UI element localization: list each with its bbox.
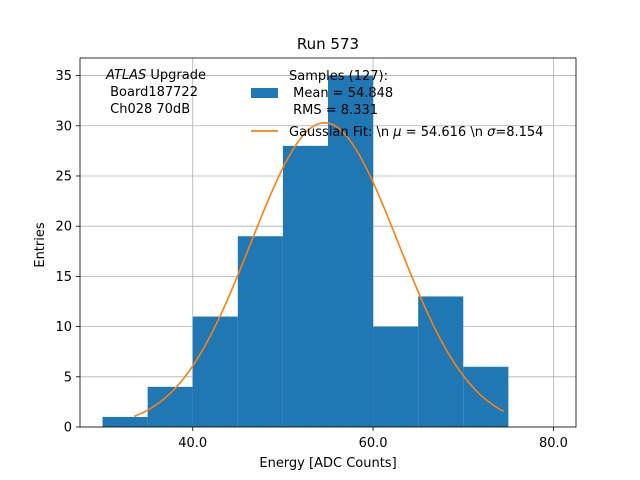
x-tick-label-1: 60.0 xyxy=(359,436,388,451)
y-tick-label-6: 30 xyxy=(55,119,72,134)
y-tick-label-1: 5 xyxy=(64,370,72,385)
y-tick-label-5: 25 xyxy=(55,169,72,184)
x-tick-label-0: 40.0 xyxy=(178,436,207,451)
annotation-line-2: Board187722 xyxy=(106,85,198,100)
x-tick-label-2: 80.0 xyxy=(539,436,568,451)
y-tick-label-2: 10 xyxy=(55,320,72,335)
legend-hist-line-2: Mean = 54.848 xyxy=(289,86,393,101)
legend-fit-mu-symbol: μ xyxy=(392,125,401,140)
legend-fit-prefix: Gaussian Fit: \n xyxy=(289,125,393,140)
y-tick-label-4: 20 xyxy=(55,220,72,235)
histogram-bar-2 xyxy=(192,316,238,427)
y-axis-ticks: 0 5 10 15 20 25 30 35 xyxy=(55,69,80,436)
plot-frame xyxy=(79,57,577,428)
histogram-bar-3 xyxy=(237,236,283,427)
legend-hist-line-1: Samples (127): xyxy=(289,69,388,84)
annotation-upgrade: Upgrade xyxy=(146,68,206,83)
legend-fit-sigma-text: =8.154 xyxy=(495,125,543,140)
legend-fit-mu-text: = 54.616 \n xyxy=(402,125,488,140)
y-axis-label: Entries xyxy=(33,222,48,268)
y-tick-label-3: 15 xyxy=(55,270,72,285)
legend-fit-label: Gaussian Fit: \n μ = 54.616 \n σ=8.154 xyxy=(289,125,543,140)
y-tick-label-0: 0 xyxy=(64,421,72,436)
legend-hist-line-3: RMS = 8.331 xyxy=(289,103,378,118)
legend-fit-sigma-symbol: σ xyxy=(487,125,496,140)
atlas-annotation: ATLAS Upgrade Board187722 Ch028 70dB xyxy=(105,68,206,117)
annotation-line-1: ATLAS Upgrade xyxy=(105,68,206,83)
y-tick-label-7: 35 xyxy=(55,69,72,84)
chart-title: Run 573 xyxy=(297,35,359,53)
x-axis-label: Energy [ADC Counts] xyxy=(259,456,396,471)
x-axis-ticks: 40.0 60.0 80.0 xyxy=(178,427,568,451)
histogram-bar-8 xyxy=(463,366,509,427)
histogram-bar-7 xyxy=(418,296,464,427)
annotation-atlas: ATLAS xyxy=(105,68,146,83)
histogram-bars xyxy=(102,75,509,428)
histogram-bar-5 xyxy=(328,75,374,428)
legend-histogram-swatch xyxy=(251,88,278,98)
annotation-line-3: Ch028 70dB xyxy=(106,102,190,117)
gaussian-fit-curve xyxy=(133,121,505,418)
legend: Samples (127): Mean = 54.848 RMS = 8.331… xyxy=(251,69,543,140)
histogram-bar-0 xyxy=(102,416,148,427)
histogram-bar-4 xyxy=(282,145,328,427)
histogram-bar-6 xyxy=(373,326,419,427)
